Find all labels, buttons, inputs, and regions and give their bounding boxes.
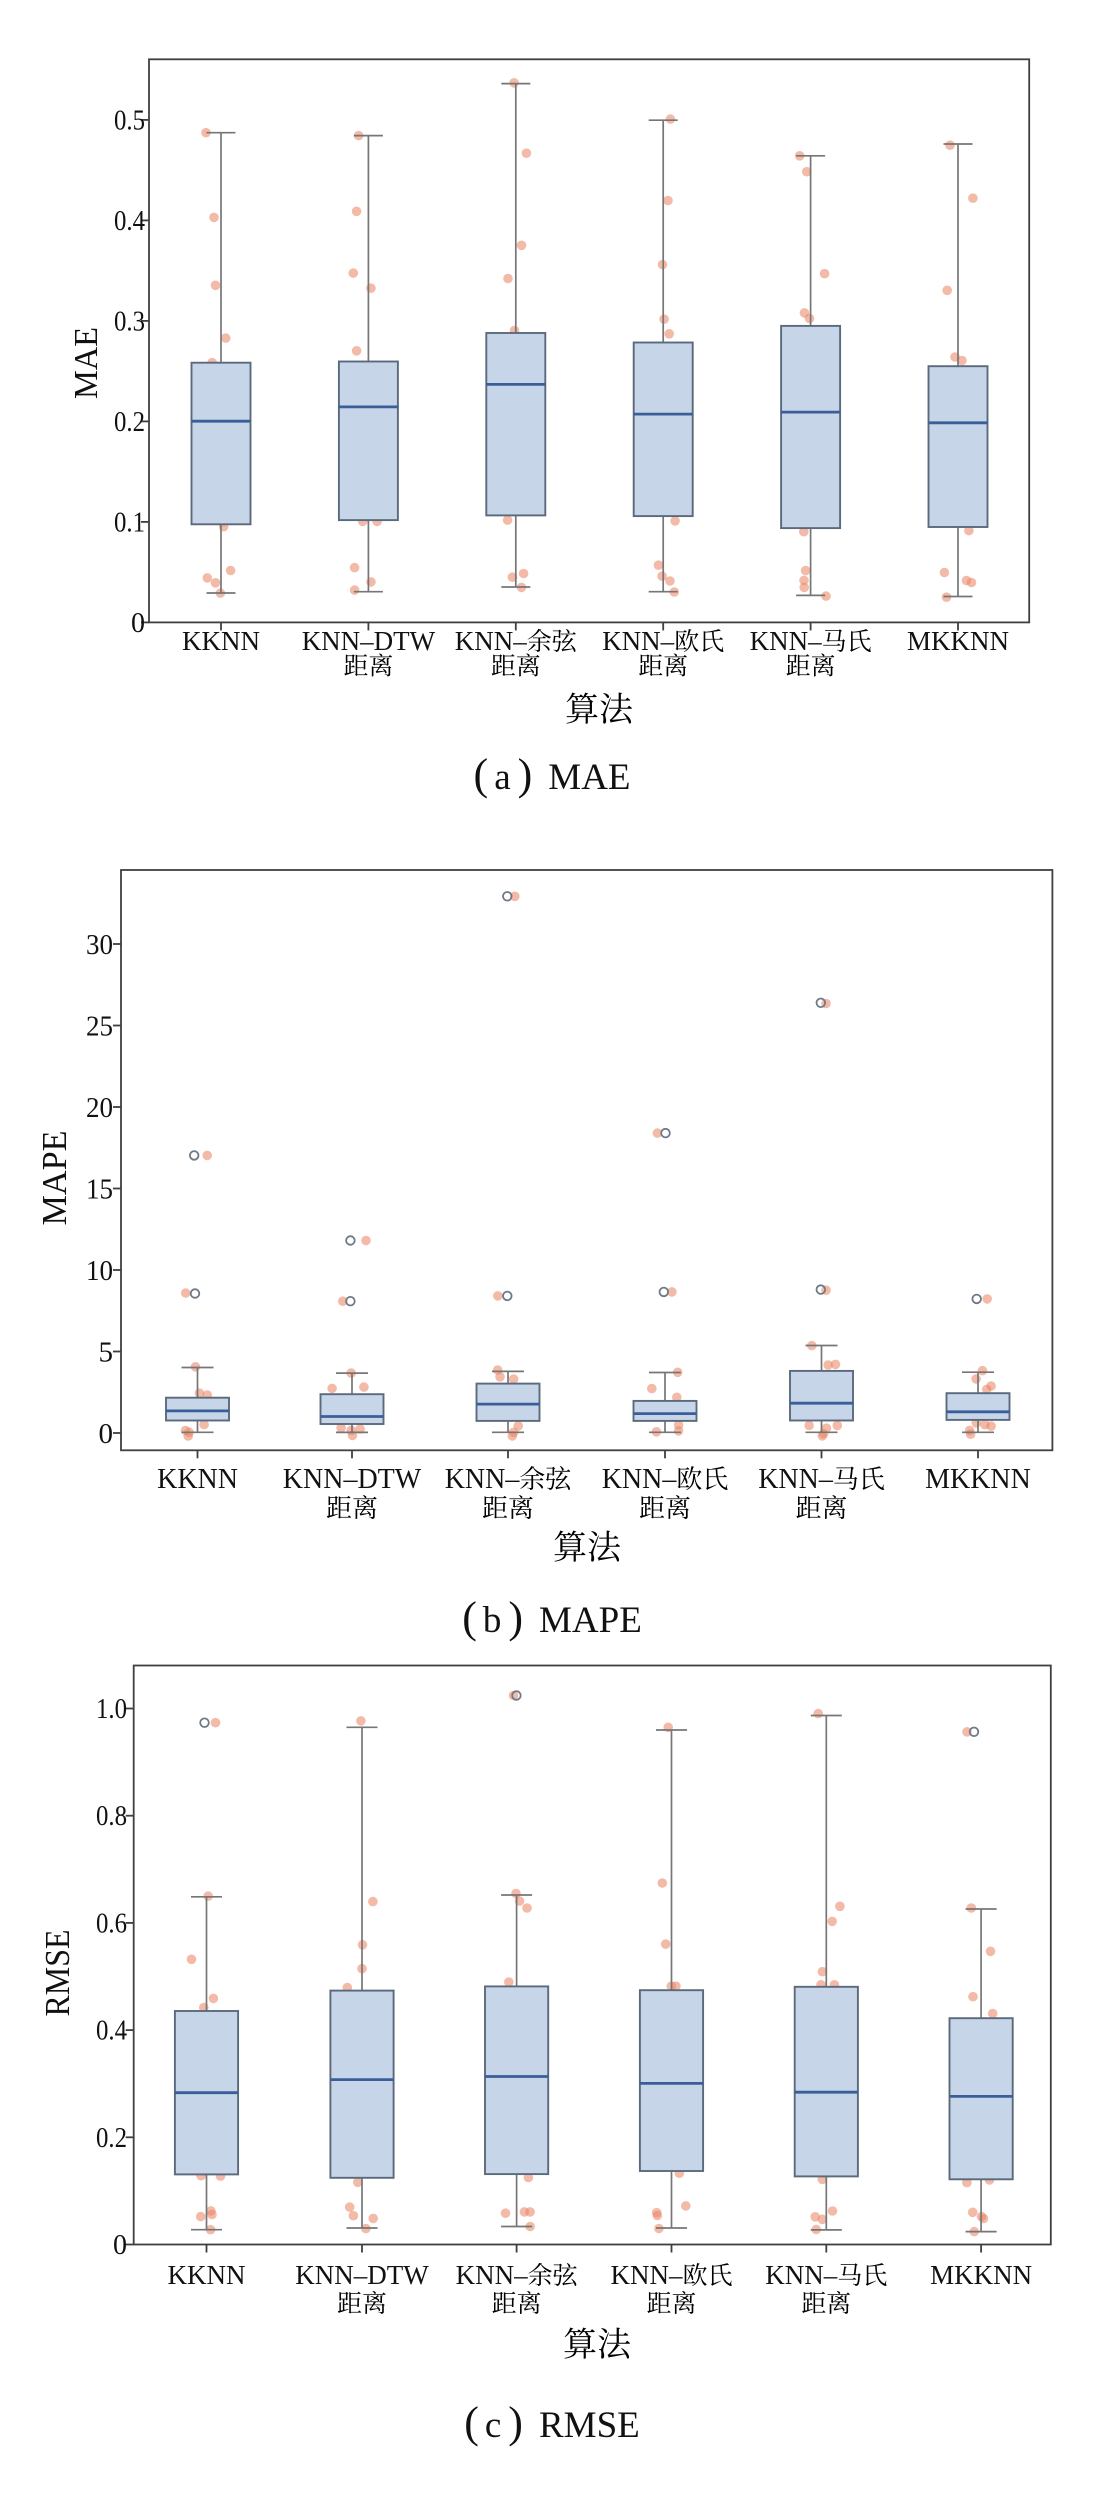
svg-text:MKKNN: MKKNN: [930, 2260, 1032, 2290]
svg-text:(: (: [474, 750, 489, 799]
svg-text:KKNN: KKNN: [182, 626, 260, 656]
svg-text:MAE: MAE: [548, 757, 630, 798]
svg-text:KNN–: KNN–: [765, 2260, 837, 2290]
svg-text:c: c: [485, 2405, 501, 2446]
svg-text:): ): [508, 1593, 523, 1642]
svg-text:RMSE: RMSE: [38, 1930, 77, 2017]
svg-text:5: 5: [99, 1336, 114, 1368]
svg-text:0.1: 0.1: [114, 507, 145, 538]
svg-text:MAE: MAE: [68, 327, 105, 399]
svg-text:KNN–: KNN–: [750, 626, 822, 656]
svg-text:KNN–DTW: KNN–DTW: [295, 2260, 429, 2290]
svg-text:KNN–DTW: KNN–DTW: [283, 1464, 422, 1495]
svg-text:0: 0: [99, 1418, 114, 1450]
svg-text:0.5: 0.5: [114, 105, 145, 136]
svg-text:0: 0: [131, 608, 145, 639]
svg-text:a: a: [494, 757, 510, 798]
svg-text:MKKNN: MKKNN: [907, 626, 1009, 656]
svg-text:15: 15: [86, 1173, 113, 1205]
svg-text:0.8: 0.8: [96, 1801, 127, 1832]
svg-text:0: 0: [113, 2230, 127, 2261]
svg-text:0.2: 0.2: [96, 2123, 127, 2154]
svg-text:KNN–DTW: KNN–DTW: [302, 626, 436, 656]
svg-text:0.2: 0.2: [114, 407, 145, 438]
svg-text:KNN–: KNN–: [611, 2260, 683, 2290]
svg-text:25: 25: [86, 1010, 113, 1042]
svg-text:0.3: 0.3: [114, 306, 145, 337]
svg-text:KNN–: KNN–: [455, 626, 527, 656]
svg-text:RMSE: RMSE: [539, 2405, 640, 2446]
svg-text:0.6: 0.6: [96, 1908, 127, 1939]
svg-text:MKKNN: MKKNN: [925, 1464, 1031, 1495]
svg-text:b: b: [483, 1600, 502, 1641]
svg-text:(: (: [464, 2398, 479, 2447]
svg-text:KNN–: KNN–: [758, 1464, 834, 1495]
svg-text:): ): [518, 750, 533, 799]
svg-text:KNN–: KNN–: [445, 1464, 521, 1495]
svg-text:KNN–: KNN–: [456, 2260, 528, 2290]
svg-text:0.4: 0.4: [96, 2016, 127, 2047]
svg-text:): ): [508, 2398, 523, 2447]
svg-text:20: 20: [86, 1092, 113, 1124]
svg-text:0.4: 0.4: [114, 206, 145, 237]
svg-text:KKNN: KKNN: [168, 2260, 246, 2290]
svg-text:KKNN: KKNN: [157, 1464, 238, 1495]
svg-text:30: 30: [86, 929, 113, 961]
svg-text:(: (: [462, 1593, 477, 1642]
svg-text:KNN–: KNN–: [602, 626, 674, 656]
svg-text:MAPE: MAPE: [35, 1131, 74, 1226]
svg-text:10: 10: [86, 1255, 113, 1287]
svg-text:MAPE: MAPE: [539, 1600, 642, 1641]
svg-text:KNN–: KNN–: [602, 1464, 678, 1495]
svg-text:1.0: 1.0: [96, 1694, 127, 1725]
